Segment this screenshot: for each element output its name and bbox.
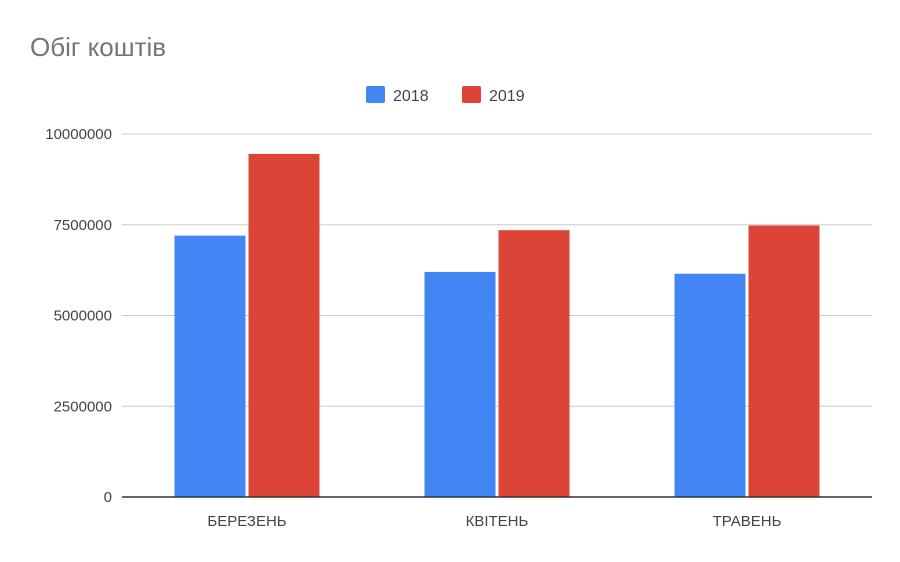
y-tick-label: 7500000 bbox=[54, 217, 112, 234]
chart-title: Обіг коштів bbox=[30, 32, 166, 62]
legend-swatch-2018 bbox=[366, 86, 385, 103]
bar-2019-2 bbox=[748, 225, 820, 497]
bar-2018-0 bbox=[174, 235, 246, 497]
legend: 2018 2019 bbox=[366, 86, 525, 105]
y-tick-label: 0 bbox=[104, 489, 112, 506]
bar-2019-0 bbox=[248, 153, 320, 497]
bar-2018-2 bbox=[674, 273, 746, 497]
bar-2018-1 bbox=[424, 271, 496, 497]
bars bbox=[174, 153, 820, 497]
legend-label-2019: 2019 bbox=[489, 88, 525, 105]
x-tick-label: БЕРЕЗЕНЬ bbox=[207, 513, 286, 530]
gridlines bbox=[122, 133, 872, 407]
x-axis-labels: БЕРЕЗЕНЬ КВІТЕНЬ ТРАВЕНЬ bbox=[207, 513, 781, 530]
y-tick-label: 2500000 bbox=[54, 398, 112, 415]
legend-swatch-2019 bbox=[462, 86, 481, 103]
y-tick-label: 5000000 bbox=[54, 308, 112, 325]
legend-label-2018: 2018 bbox=[393, 88, 429, 105]
x-tick-label: КВІТЕНЬ bbox=[466, 513, 529, 530]
x-tick-label: ТРАВЕНЬ bbox=[713, 513, 782, 530]
bar-2019-1 bbox=[498, 230, 570, 497]
y-tick-label: 10000000 bbox=[45, 126, 112, 143]
y-axis-ticks: 0 2500000 5000000 7500000 10000000 bbox=[45, 126, 112, 506]
